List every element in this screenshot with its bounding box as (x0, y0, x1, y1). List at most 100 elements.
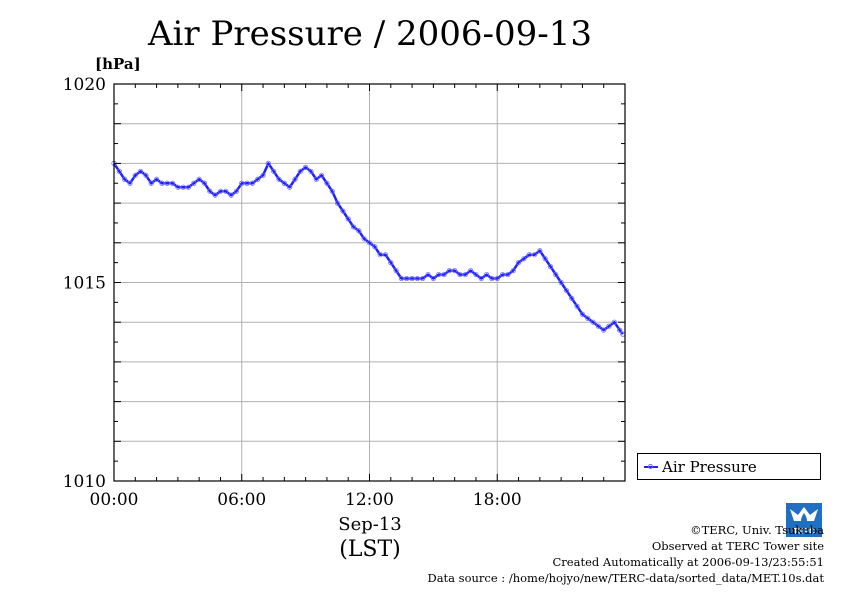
legend: Air Pressure (637, 453, 821, 480)
data-point (175, 184, 181, 190)
data-point (484, 271, 490, 278)
terc-logo-icon: TERC (786, 503, 822, 537)
data-point (595, 323, 601, 329)
data-point (601, 327, 607, 333)
data-point (409, 275, 415, 282)
data-point (249, 180, 255, 186)
data-point (542, 256, 548, 262)
data-point (138, 168, 144, 174)
data-point (377, 252, 383, 258)
data-point (153, 176, 160, 182)
data-point (388, 260, 394, 266)
data-point (452, 267, 458, 274)
data-point (308, 168, 314, 174)
data-point (398, 275, 405, 282)
data-point (201, 180, 208, 186)
data-point (366, 240, 373, 246)
data-point (553, 271, 559, 278)
x-tick-label: 18:00 (473, 490, 522, 510)
data-point (574, 303, 580, 309)
data-point (196, 176, 202, 182)
data-point (462, 271, 468, 278)
data-point (122, 176, 128, 182)
logo-text: TERC (793, 527, 815, 536)
chart-title: Air Pressure / 2006-09-13 (147, 14, 592, 54)
data-point (169, 180, 176, 186)
y-axis-unit-label: [hPa] (95, 55, 141, 73)
series-line (112, 162, 624, 335)
data-point (148, 180, 154, 186)
data-point (143, 172, 149, 178)
data-point (340, 208, 346, 214)
data-point (233, 188, 240, 194)
data-point (494, 275, 500, 282)
data-point (569, 295, 575, 301)
data-point (116, 168, 122, 174)
series-air-pressure (111, 160, 626, 337)
data-point (271, 168, 277, 174)
data-point (265, 160, 271, 166)
credits-block: ©TERC, Univ. Tsukuba Observed at TERC To… (427, 522, 824, 586)
x-axis-timezone-label: (LST) (339, 537, 401, 562)
credit-copyright: ©TERC, Univ. Tsukuba (690, 523, 824, 537)
axes (113, 83, 626, 482)
data-point (350, 224, 357, 230)
data-point (212, 192, 218, 198)
data-point (606, 323, 612, 329)
grid-lines (114, 84, 625, 481)
data-point (382, 252, 389, 258)
data-point (579, 311, 586, 317)
data-point (127, 180, 133, 186)
x-tick-label: 12:00 (345, 490, 394, 510)
data-point (468, 267, 474, 274)
data-point (563, 287, 570, 294)
y-tick-label: 1010 (63, 472, 106, 492)
data-point (244, 180, 250, 186)
data-point (526, 252, 532, 258)
data-point (303, 164, 309, 170)
data-point (223, 188, 229, 194)
data-point (191, 180, 197, 186)
data-point (420, 275, 426, 282)
data-point (292, 176, 298, 182)
data-point (547, 264, 554, 270)
data-point (611, 319, 617, 325)
data-point (345, 216, 351, 222)
x-tick-label: 00:00 (90, 490, 139, 510)
tick-labels: 1010 1015 1020 00:00 06:00 12:00 18:00 (63, 75, 522, 510)
data-point (228, 192, 234, 198)
data-point (510, 267, 516, 274)
data-point (436, 271, 442, 278)
data-point (489, 275, 495, 282)
data-point (478, 275, 484, 282)
data-point (558, 279, 564, 286)
data-point (515, 260, 522, 266)
data-point (180, 184, 186, 190)
y-tick-label: 1020 (63, 75, 106, 95)
x-axis-date-label: Sep-13 (338, 514, 402, 535)
data-point (446, 267, 452, 274)
data-point (207, 188, 213, 194)
credit-created: Created Automatically at 2006-09-13/23:5… (552, 555, 825, 569)
data-point (164, 180, 170, 186)
credit-observed: Observed at TERC Tower site (651, 539, 824, 553)
data-point (372, 244, 378, 250)
data-point (617, 327, 623, 333)
data-point (457, 271, 463, 278)
data-point (585, 315, 591, 321)
data-point (159, 180, 165, 186)
data-point (590, 319, 596, 325)
data-point (313, 176, 319, 182)
data-point (505, 271, 511, 278)
data-point (329, 188, 335, 194)
data-point (430, 275, 436, 282)
legend-label: Air Pressure (662, 457, 757, 476)
data-point (217, 188, 224, 194)
data-point (276, 176, 282, 182)
data-point (361, 236, 367, 242)
data-point (414, 275, 421, 282)
data-point (185, 184, 192, 190)
data-point (255, 176, 261, 182)
x-tick-label: 06:00 (217, 490, 266, 510)
y-tick-label: 1015 (63, 274, 106, 294)
